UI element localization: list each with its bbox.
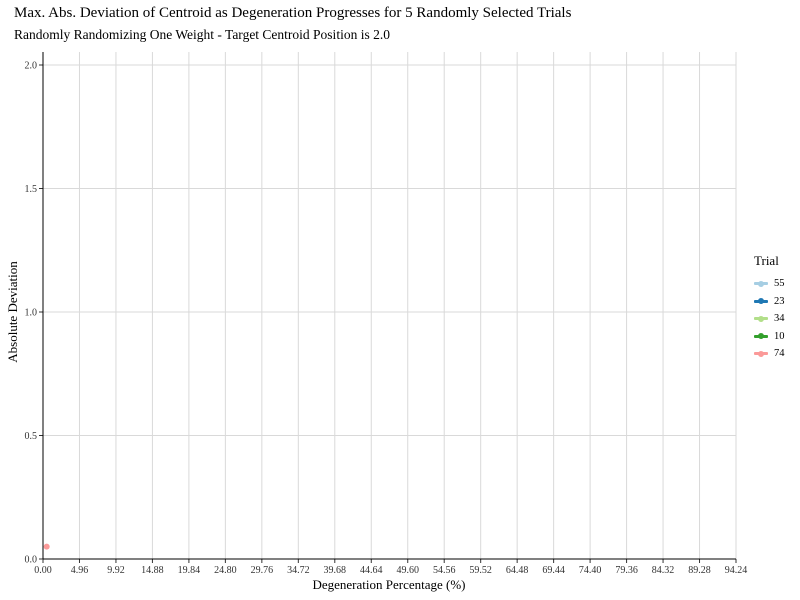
- x-tick-label: 9.92: [107, 565, 125, 576]
- x-tick-label: 24.80: [214, 565, 237, 576]
- legend-item-55: 55: [754, 275, 785, 293]
- legend-item-23: 23: [754, 293, 785, 311]
- chart-title: Max. Abs. Deviation of Centroid as Degen…: [14, 5, 572, 21]
- x-tick-label: 4.96: [71, 565, 89, 576]
- x-tick-label: 34.72: [287, 565, 310, 576]
- legend-item-10: 10: [754, 328, 785, 346]
- x-tick-label: 49.60: [396, 565, 419, 576]
- legend-label-10: 10: [774, 330, 785, 342]
- chart-subtitle: Randomly Randomizing One Weight - Target…: [14, 27, 390, 42]
- x-axis-title: Degeneration Percentage (%): [312, 577, 465, 592]
- legend-label-34: 34: [774, 313, 785, 325]
- x-tick-labels: 0.00 4.96 9.92 14.88 19.84 24.80 29.76 34.72 39.…: [34, 565, 747, 576]
- y-tick-label: 2.0: [25, 61, 38, 72]
- x-tick-label: 14.88: [141, 565, 164, 576]
- x-tick-label: 79.36: [615, 565, 638, 576]
- x-tick-label: 39.68: [324, 565, 347, 576]
- x-tick-label: 74.40: [579, 565, 602, 576]
- vertical-gridlines: [42, 52, 737, 559]
- legend-label-55: 55: [774, 278, 785, 290]
- x-tick-label: 0.00: [34, 565, 52, 576]
- legend-item-74: 74: [754, 345, 785, 363]
- legend-title: Trial: [754, 253, 779, 268]
- x-tick-label: 19.84: [178, 565, 201, 576]
- x-tick-label: 89.28: [688, 565, 711, 576]
- y-tick-label: 1.5: [25, 184, 38, 195]
- horizontal-gridlines: [43, 64, 736, 560]
- x-tick-label: 84.32: [652, 565, 675, 576]
- x-tick-label: 94.24: [725, 565, 748, 576]
- legend-label-74: 74: [774, 348, 785, 360]
- x-tick-label: 54.56: [433, 565, 456, 576]
- legend-key-10: [754, 333, 768, 340]
- series-layer: [43, 543, 50, 550]
- x-tick-label: 44.64: [360, 565, 383, 576]
- data-point-trial-74: [43, 543, 50, 550]
- legend-label-23: 23: [774, 295, 785, 307]
- legend-key-74: [754, 350, 768, 357]
- legend: Trial 55 23 34 10 74: [754, 253, 785, 363]
- y-axis-title: Absolute Deviation: [5, 261, 20, 363]
- legend-key-34: [754, 315, 768, 322]
- legend-item-34: 34: [754, 310, 785, 328]
- y-tick-labels: 0.0 0.5 1.0 1.5 2.0: [25, 61, 38, 566]
- x-tick-label: 29.76: [251, 565, 274, 576]
- x-tick-label: 69.44: [542, 565, 565, 576]
- x-tick-label: 59.52: [469, 565, 492, 576]
- legend-key-23: [754, 298, 768, 305]
- y-tick-label: 1.0: [25, 308, 38, 319]
- x-tick-label: 64.48: [506, 565, 529, 576]
- y-tick-label: 0.5: [25, 431, 38, 442]
- y-tick-label: 0.0: [25, 555, 38, 566]
- axes: [39, 52, 737, 563]
- legend-key-55: [754, 280, 768, 287]
